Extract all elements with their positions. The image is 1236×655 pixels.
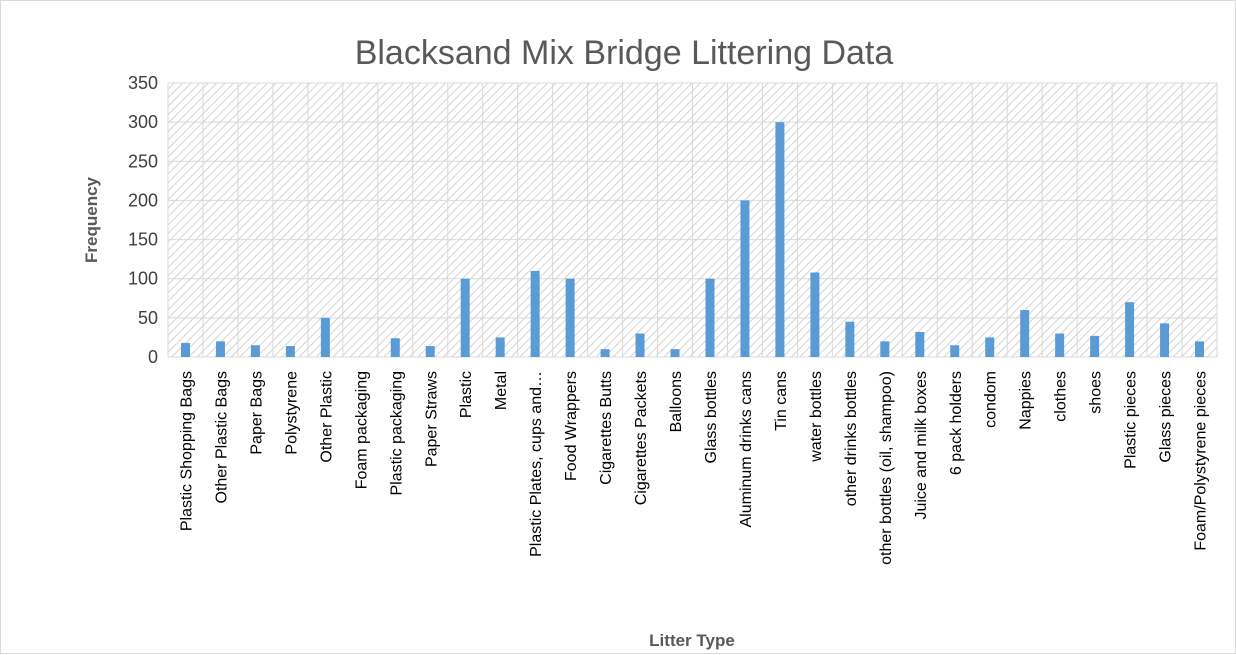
y-tick-label: 200 bbox=[128, 190, 158, 210]
x-tick-label: Foam packaging bbox=[353, 371, 370, 489]
x-tick-label: Tin cans bbox=[773, 371, 790, 431]
bar-21 bbox=[915, 331, 925, 357]
bar-28 bbox=[1160, 323, 1170, 357]
x-tick-label: shoes bbox=[1088, 371, 1105, 414]
x-tick-label: clothes bbox=[1053, 371, 1070, 422]
x-tick-label: Metal bbox=[493, 371, 510, 410]
x-tick-label: Other Plastic bbox=[318, 371, 335, 463]
x-tick-label: condom bbox=[983, 371, 1000, 428]
x-tick-label: Plastic bbox=[458, 371, 475, 418]
x-tick-label: Cigarettes Butts bbox=[598, 371, 615, 485]
bar-18 bbox=[810, 272, 820, 357]
bar-23 bbox=[985, 337, 995, 357]
bar-19 bbox=[845, 321, 855, 357]
bar-20 bbox=[880, 341, 890, 357]
x-tick-label: Glass bottles bbox=[703, 371, 720, 463]
y-tick-label: 0 bbox=[148, 347, 158, 367]
x-tick-label: Glass pieces bbox=[1158, 371, 1175, 463]
x-tick-label: Balloons bbox=[668, 371, 685, 432]
x-tick-label: Paper Bags bbox=[248, 371, 265, 455]
bar-25 bbox=[1055, 333, 1065, 357]
y-tick-label: 150 bbox=[128, 230, 158, 250]
bar-3 bbox=[285, 346, 295, 357]
bar-29 bbox=[1195, 341, 1205, 357]
bar-13 bbox=[635, 333, 645, 357]
x-tick-label: Food Wrappers bbox=[563, 371, 580, 481]
x-axis-label: Litter Type bbox=[649, 631, 735, 650]
x-tick-label: Juice and milk boxes bbox=[913, 371, 930, 520]
x-tick-label: water bottles bbox=[808, 371, 825, 463]
bar-9 bbox=[495, 337, 505, 357]
bar-14 bbox=[670, 349, 680, 357]
bar-17 bbox=[775, 122, 785, 358]
bar-6 bbox=[390, 338, 400, 357]
x-tick-label: Cigarettes Packets bbox=[633, 371, 650, 505]
y-axis-label: Frequency bbox=[82, 176, 101, 263]
x-tick-label: Plastic Shopping Bags bbox=[178, 371, 195, 531]
bar-22 bbox=[950, 345, 960, 357]
bar-12 bbox=[600, 349, 610, 357]
x-tick-label: Paper Straws bbox=[423, 371, 440, 467]
x-tick-label: Aluminum drinks cans bbox=[738, 371, 755, 528]
x-tick-label: other drinks bottles bbox=[843, 371, 860, 506]
bar-0 bbox=[180, 342, 190, 357]
x-axis-ticks: Plastic Shopping Bags Other Plastic Bags P… bbox=[178, 371, 1209, 565]
x-tick-label: other bottles (oil, shampoo) bbox=[878, 371, 895, 565]
bar-11 bbox=[565, 278, 575, 357]
x-tick-label: 6 pack holders bbox=[948, 371, 965, 475]
bar-10 bbox=[530, 270, 540, 357]
x-tick-label: Foam/Polystyrene pieces bbox=[1193, 371, 1210, 551]
x-tick-label: Other Plastic Bags bbox=[213, 371, 230, 504]
x-tick-label: Polystyrene bbox=[283, 371, 300, 455]
x-tick-label: Nappies bbox=[1018, 371, 1035, 430]
y-tick-label: 50 bbox=[138, 308, 158, 328]
chart-title: Blacksand Mix Bridge Littering Data bbox=[355, 34, 894, 72]
bars bbox=[180, 122, 1205, 358]
y-tick-label: 300 bbox=[128, 112, 158, 132]
bar-2 bbox=[250, 345, 260, 357]
bar-27 bbox=[1125, 302, 1135, 357]
bar-4 bbox=[320, 317, 330, 357]
bar-7 bbox=[425, 346, 435, 357]
bar-15 bbox=[705, 278, 715, 357]
y-axis-ticks: 0 50 100 150 200 250 300 350 bbox=[128, 73, 158, 367]
x-tick-label: Plastic packaging bbox=[388, 371, 405, 496]
bar-8 bbox=[460, 278, 470, 357]
bar-24 bbox=[1020, 310, 1030, 357]
y-tick-label: 250 bbox=[128, 151, 158, 171]
y-tick-label: 350 bbox=[128, 73, 158, 93]
bar-1 bbox=[215, 341, 225, 357]
x-tick-label: Plastic pieces bbox=[1123, 371, 1140, 469]
x-tick-label: Plastic Plates, cups and… bbox=[528, 371, 545, 557]
bar-26 bbox=[1090, 335, 1100, 357]
y-tick-label: 100 bbox=[128, 269, 158, 289]
bar-16 bbox=[740, 200, 750, 357]
gridlines bbox=[167, 82, 1218, 358]
